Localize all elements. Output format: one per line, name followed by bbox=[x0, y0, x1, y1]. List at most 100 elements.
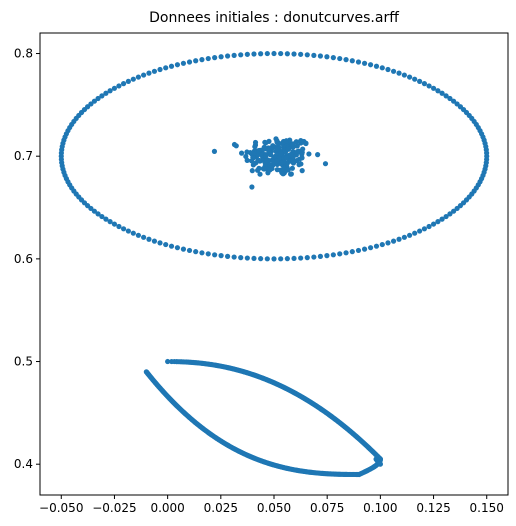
cluster-point bbox=[266, 149, 272, 156]
y-axis: 0.4 0.5 0.6 0.7 0.8 bbox=[14, 47, 40, 471]
ring-point bbox=[426, 223, 432, 230]
ring-point bbox=[146, 236, 152, 242]
x-tick-label: 0.125 bbox=[416, 501, 450, 515]
ring-point bbox=[390, 68, 397, 74]
cluster-point bbox=[250, 150, 256, 156]
ring-point bbox=[99, 93, 105, 99]
cluster-point bbox=[271, 154, 277, 160]
ring-point bbox=[180, 60, 187, 66]
ring-point bbox=[218, 253, 224, 259]
ring-point bbox=[146, 70, 152, 76]
x-tick-label: 0.075 bbox=[310, 501, 344, 515]
ring-point bbox=[199, 57, 205, 63]
cluster-point bbox=[256, 147, 262, 154]
ring-point bbox=[349, 249, 355, 255]
ring-point bbox=[271, 50, 277, 57]
ring-point bbox=[435, 88, 441, 94]
cluster-point bbox=[283, 155, 290, 161]
ring-point bbox=[355, 247, 362, 254]
ring-point bbox=[447, 211, 453, 217]
ring-point bbox=[116, 223, 122, 230]
ring-point bbox=[343, 57, 349, 63]
ring-point bbox=[451, 98, 457, 104]
cluster-point bbox=[322, 161, 329, 167]
ring-point bbox=[116, 83, 122, 89]
ring-point bbox=[168, 243, 175, 249]
ring-point bbox=[130, 230, 136, 236]
ring-point bbox=[111, 221, 118, 227]
ring-point bbox=[271, 256, 277, 262]
ring-point bbox=[439, 216, 445, 222]
x-tick-label: −0.050 bbox=[39, 501, 83, 515]
ring-point bbox=[412, 230, 418, 236]
ring-point bbox=[157, 240, 163, 246]
ring-point bbox=[298, 255, 304, 261]
cluster-point bbox=[239, 150, 245, 156]
cluster-point bbox=[261, 166, 267, 172]
ring-point bbox=[373, 63, 380, 69]
ring-point bbox=[278, 50, 284, 57]
ring-point bbox=[174, 245, 181, 251]
ring-point bbox=[355, 59, 362, 65]
ring-point bbox=[361, 60, 368, 66]
ring-point bbox=[151, 238, 158, 244]
cluster-point bbox=[266, 145, 273, 151]
ring-point bbox=[135, 74, 141, 80]
ring-point bbox=[451, 208, 457, 214]
x-tick-label: −0.025 bbox=[92, 501, 136, 515]
y-tick-label: 0.6 bbox=[14, 252, 33, 266]
ring-point bbox=[278, 256, 284, 262]
ring-point bbox=[284, 51, 290, 57]
ring-point bbox=[130, 76, 136, 82]
x-tick-label: 0.050 bbox=[257, 501, 291, 515]
ring-point bbox=[324, 54, 330, 60]
ring-point bbox=[330, 55, 336, 61]
cluster-point bbox=[243, 153, 249, 160]
ring-point bbox=[125, 78, 131, 84]
ring-point bbox=[125, 228, 131, 234]
cluster-point bbox=[274, 146, 280, 152]
ring-point bbox=[330, 252, 336, 258]
y-tick-label: 0.5 bbox=[14, 355, 33, 369]
cluster-point bbox=[299, 151, 305, 157]
cluster-point bbox=[261, 144, 267, 150]
ring-point bbox=[91, 98, 97, 104]
ring-point bbox=[426, 83, 432, 89]
ring-point bbox=[454, 101, 460, 107]
cluster-point bbox=[252, 144, 258, 150]
ring-point bbox=[193, 58, 199, 64]
cluster-point bbox=[285, 146, 292, 152]
ring-point bbox=[379, 241, 385, 248]
ring-point bbox=[151, 68, 158, 74]
ring-point bbox=[258, 51, 264, 57]
cluster-point bbox=[290, 160, 297, 166]
ring-point bbox=[163, 65, 169, 71]
ring-point bbox=[367, 245, 374, 251]
cluster-point bbox=[283, 138, 289, 144]
ring-point bbox=[103, 216, 109, 222]
ring-point bbox=[205, 55, 211, 62]
x-tick-label: 0.100 bbox=[363, 501, 397, 515]
ring-point bbox=[111, 85, 118, 91]
cluster-point bbox=[256, 157, 262, 163]
cluster-point bbox=[250, 154, 256, 160]
cluster-point bbox=[288, 151, 294, 158]
ring-point bbox=[186, 247, 193, 254]
ring-point bbox=[168, 63, 175, 69]
ring-point bbox=[157, 66, 163, 73]
ring-point bbox=[231, 52, 237, 58]
upper-curve-point bbox=[165, 358, 171, 365]
cluster-point bbox=[257, 171, 263, 177]
ring-point bbox=[417, 78, 423, 84]
ring-point bbox=[379, 65, 385, 71]
ring-point bbox=[141, 234, 147, 240]
ring-point bbox=[193, 249, 199, 255]
ring-point bbox=[264, 256, 270, 262]
ring-point bbox=[417, 228, 423, 234]
ring-point bbox=[205, 251, 211, 257]
ring-point bbox=[291, 255, 297, 262]
ring-point bbox=[244, 255, 250, 261]
ring-point bbox=[251, 51, 257, 57]
cluster-point bbox=[278, 160, 284, 166]
